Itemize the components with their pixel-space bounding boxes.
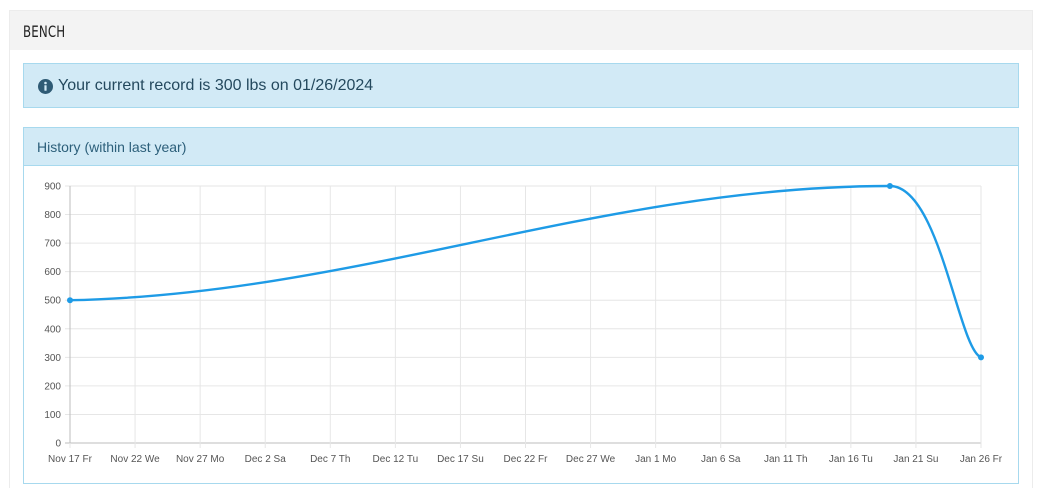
- x-tick-label: Jan 16 Tu: [829, 454, 873, 465]
- y-tick-label: 0: [55, 439, 61, 450]
- data-point: [886, 183, 893, 189]
- y-tick-label: 200: [44, 381, 61, 392]
- alert-text: Your current record is 300 lbs on 01/26/…: [58, 77, 374, 94]
- y-tick-label: 300: [44, 353, 61, 364]
- data-point: [67, 297, 73, 304]
- x-tick-label: Nov 17 Fr: [48, 454, 93, 465]
- x-tick-label: Dec 12 Tu: [373, 454, 419, 465]
- panel-heading: History (within last year): [24, 128, 1018, 166]
- y-tick-label: 400: [44, 324, 61, 335]
- history-chart: 0 100 200 300 400 500 600 700 800 900 Nov 17 Fr Nov…: [44, 182, 1003, 466]
- y-tick-label: 800: [44, 210, 61, 221]
- info-circle-icon: [38, 79, 53, 94]
- x-tick-label: Jan 26 Fr: [960, 454, 1003, 465]
- x-tick-label: Jan 21 Su: [893, 454, 938, 465]
- y-tick-label: 600: [44, 267, 61, 278]
- x-tick-label: Nov 22 We: [110, 454, 160, 465]
- y-tick-label: 500: [44, 296, 61, 307]
- x-tick-label: Dec 27 We: [566, 454, 616, 465]
- panel-title: History (within last year): [37, 139, 187, 155]
- x-tick-label: Nov 27 Mo: [176, 454, 225, 465]
- y-tick-label: 900: [44, 182, 61, 193]
- x-tick-label: Dec 2 Sa: [245, 454, 287, 465]
- series-line: [69, 184, 982, 359]
- card-header: BENCH: [10, 11, 1032, 50]
- x-tick-label: Jan 11 Th: [764, 454, 808, 465]
- x-tick-label: Dec 17 Su: [437, 454, 484, 465]
- record-alert: Your current record is 300 lbs on 01/26/…: [23, 63, 1019, 108]
- card-title: BENCH: [23, 22, 66, 41]
- y-tick-label: 100: [44, 410, 61, 421]
- x-tick-label: Jan 6 Sa: [701, 454, 741, 465]
- data-point: [978, 354, 984, 361]
- x-tick-label: Jan 1 Mo: [635, 454, 677, 465]
- x-tick-label: Dec 22 Fr: [504, 454, 549, 465]
- x-tick-label: Dec 7 Th: [310, 454, 350, 465]
- history-panel: History (within last year) 0 100 200 300 400…: [23, 127, 1019, 484]
- y-tick-label: 700: [44, 239, 61, 250]
